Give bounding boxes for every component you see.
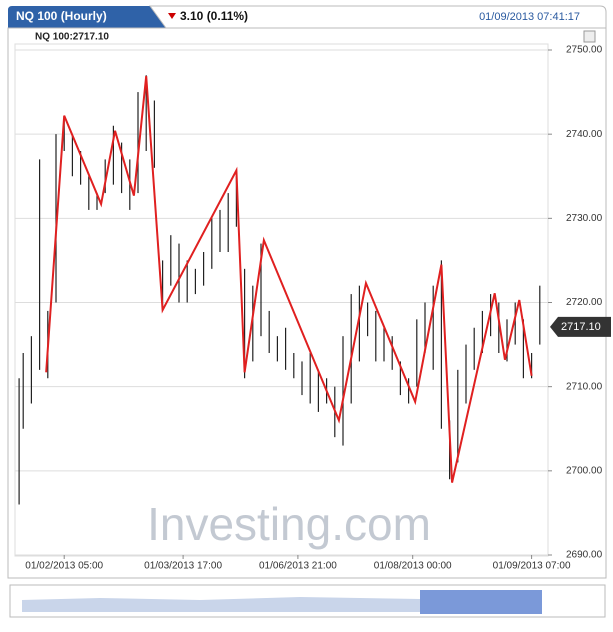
y-tick-label: 2750.00 bbox=[566, 45, 603, 56]
tab-title: NQ 100 (Hourly) bbox=[16, 9, 107, 23]
plot-area bbox=[14, 43, 549, 557]
y-tick-label: 2710.00 bbox=[566, 381, 603, 392]
header-bar bbox=[149, 5, 607, 29]
x-tick-label: 01/08/2013 00:00 bbox=[374, 561, 452, 572]
navigator-window[interactable] bbox=[420, 590, 542, 614]
tab-bg bbox=[8, 6, 166, 28]
price-badge-label: 2717.10 bbox=[561, 321, 601, 333]
minimize[interactable] bbox=[583, 30, 596, 43]
y-tick-label: 2690.00 bbox=[566, 550, 603, 561]
change: 3.10 (0.11%) bbox=[180, 9, 248, 23]
timestamp: 01/09/2013 07:41:17 bbox=[479, 11, 580, 23]
y-tick-label: 2700.00 bbox=[566, 465, 603, 476]
x-tick-label: 01/06/2013 21:00 bbox=[259, 561, 337, 572]
legend: NQ 100:2717.10 bbox=[35, 32, 109, 43]
watermark: Investing.com bbox=[147, 498, 431, 550]
y-tick-label: 2730.00 bbox=[566, 213, 603, 224]
zigzag-line bbox=[45, 75, 533, 483]
navigator-area bbox=[22, 597, 420, 612]
y-tick-label: 2740.00 bbox=[566, 129, 603, 140]
x-tick-label: 01/09/2013 07:00 bbox=[493, 561, 571, 572]
x-tick-label: 01/02/2013 05:00 bbox=[25, 561, 103, 572]
down-arrow bbox=[168, 13, 176, 19]
price-badge bbox=[550, 316, 611, 337]
x-tick-label: 01/03/2013 17:00 bbox=[144, 561, 222, 572]
y-tick-label: 2720.00 bbox=[566, 297, 603, 308]
